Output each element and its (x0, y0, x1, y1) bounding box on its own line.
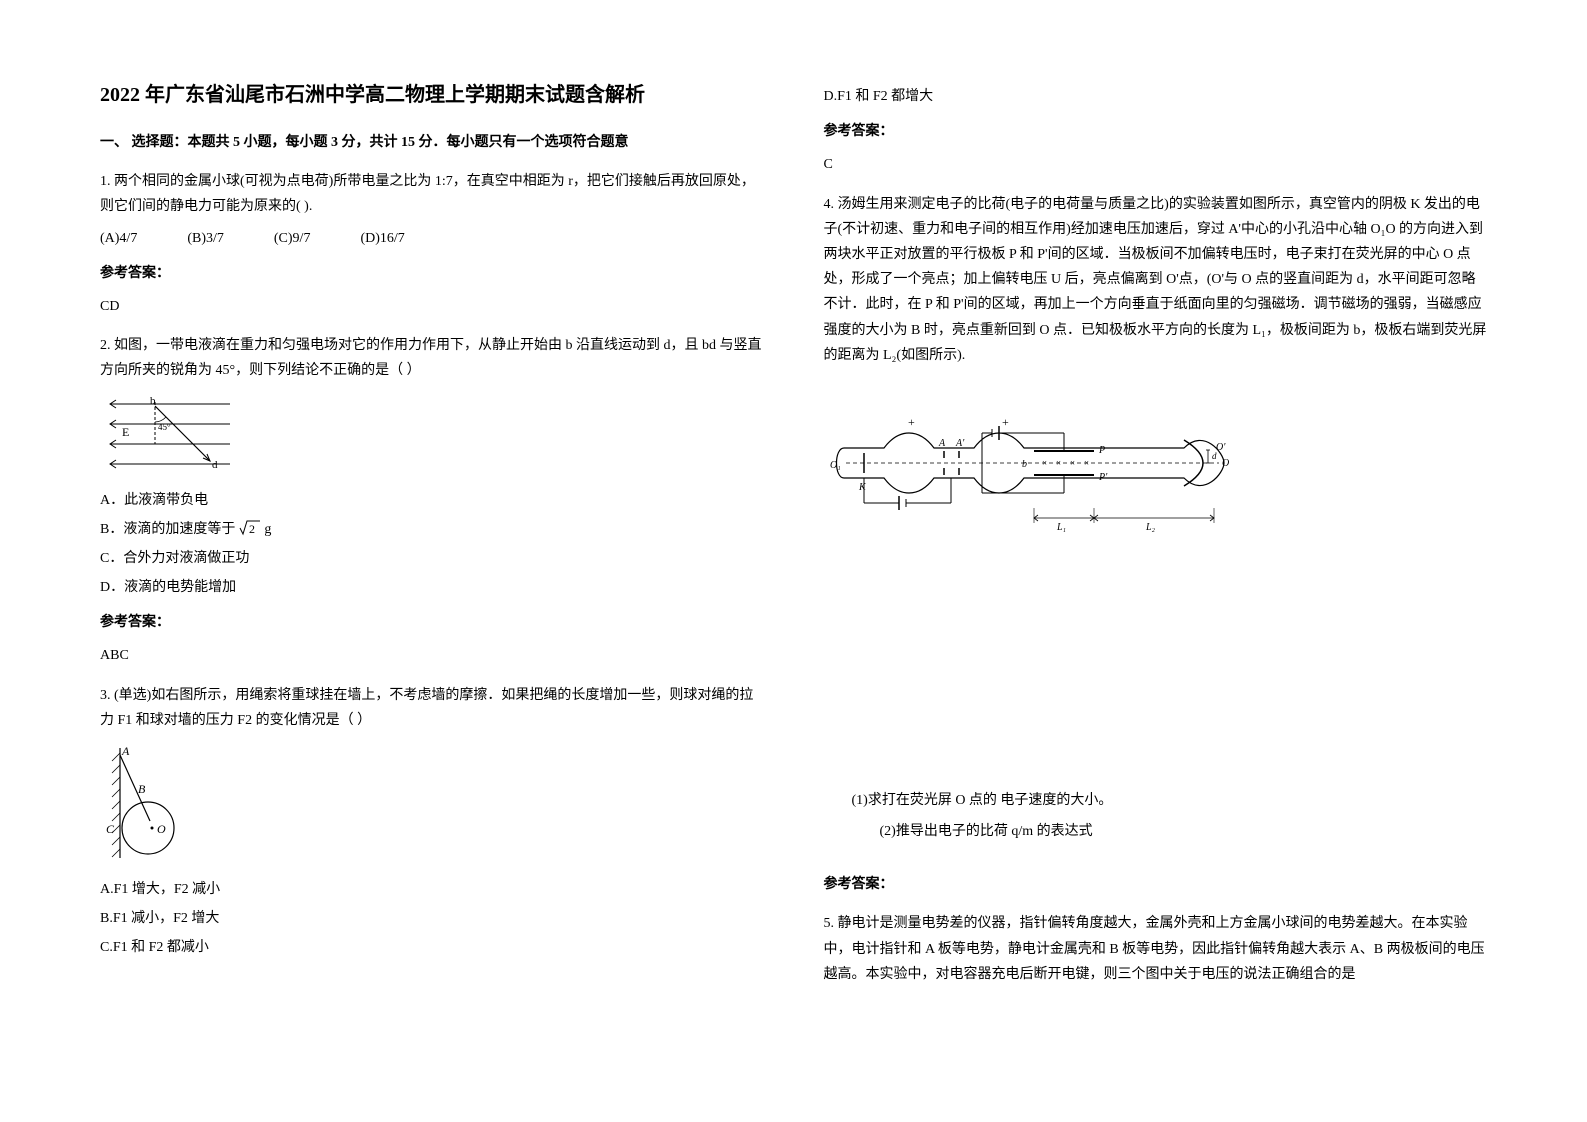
svg-text:2: 2 (249, 522, 255, 536)
q4-fig-K: K (858, 482, 867, 493)
sqrt2-icon: 2 (239, 518, 261, 536)
q4-fig-Op: O' (1216, 442, 1226, 453)
q3-stem: 3. (单选)如右图所示，用绳索将重球挂在墙上，不考虑墙的摩擦．如果把绳的长度增… (100, 683, 764, 733)
q3-fig-B-label: B (138, 782, 146, 796)
q4-fig-d: d (1212, 451, 1217, 461)
q2-opt-b: B．液滴的加速度等于 2 g (100, 517, 764, 542)
q4-fig-b: b (1022, 459, 1027, 470)
q2-fig-45-label: 45° (158, 422, 171, 432)
question-3: 3. (单选)如右图所示，用绳索将重球挂在墙上，不考虑墙的摩擦．如果把绳的长度增… (100, 683, 764, 961)
q3-opt-b: B.F1 减小，F2 增大 (100, 906, 764, 931)
q2-opt-c: C．合外力对液滴做正功 (100, 546, 764, 571)
q1-opt-c: (C)9/7 (274, 226, 311, 251)
q3-opt-c: C.F1 和 F2 都减小 (100, 935, 764, 960)
plus-icon: + (908, 415, 915, 429)
q3-figure: A B C O (100, 743, 764, 863)
section-1-heading: 一、 选择题：本题共 5 小题，每小题 3 分，共计 15 分．每小题只有一个选… (100, 130, 764, 155)
q4-fig-Ap: A' (955, 438, 965, 449)
q4-fig-P: P (1098, 445, 1105, 456)
q4-fig-O: O (1222, 458, 1229, 469)
q4-fig-L1: L₁ (1056, 522, 1066, 533)
question-5: 5. 静电计是测量电势差的仪器，指针偏转角度越大，金属外壳和上方金属小球间的电势… (824, 911, 1488, 987)
question-4: 4. 汤姆生用来测定电子的比荷(电子的电荷量与质量之比)的实验装置如图所示，真空… (824, 192, 1488, 898)
q4-fig-Pp: P' (1098, 472, 1108, 483)
q3-fig-O-label: O (157, 822, 166, 836)
plus-icon: + (1002, 415, 1009, 429)
q4-figure: K O₁ A A' P P' (824, 378, 1488, 548)
q4-stem: 4. 汤姆生用来测定电子的比荷(电子的电荷量与质量之比)的实验装置如图所示，真空… (824, 192, 1488, 368)
question-2: 2. 如图，一带电液滴在重力和匀强电场对它的作用力作用下，从静止开始由 b 沿直… (100, 333, 764, 669)
q1-opt-b: (B)3/7 (187, 226, 224, 251)
q4-answer-label: 参考答案： (824, 872, 1488, 897)
q5-stem: 5. 静电计是测量电势差的仪器，指针偏转角度越大，金属外壳和上方金属小球间的电势… (824, 911, 1488, 987)
q4-sub2: (2)推导出电子的比荷 q/m 的表达式 (824, 819, 1488, 844)
q3-opt-a: A.F1 增大，F2 减小 (100, 877, 764, 902)
q1-options: (A)4/7 (B)3/7 (C)9/7 (D)16/7 (100, 226, 764, 251)
q2-figure: 45° b d E (100, 394, 764, 474)
q4-fig-A: A (938, 438, 946, 449)
q2-fig-b-label: b (150, 395, 156, 407)
q2-opt-b-suffix: g (264, 522, 271, 537)
page-title: 2022 年广东省汕尾市石洲中学高二物理上学期期末试题含解析 (100, 80, 764, 110)
q1-stem: 1. 两个相同的金属小球(可视为点电荷)所带电量之比为 1:7，在真空中相距为 … (100, 169, 764, 219)
q2-fig-d-label: d (212, 459, 218, 471)
q4-sub1: (1)求打在荧光屏 O 点的 电子速度的大小。 (824, 788, 1488, 813)
question-1: 1. 两个相同的金属小球(可视为点电荷)所带电量之比为 1:7，在真空中相距为 … (100, 169, 764, 319)
q2-opt-a: A．此液滴带负电 (100, 488, 764, 513)
q3-opt-d: D.F1 和 F2 都增大 (824, 84, 1488, 109)
q1-opt-a: (A)4/7 (100, 226, 137, 251)
right-column: D.F1 和 F2 都增大 参考答案： C 4. 汤姆生用来测定电子的比荷(电子… (824, 80, 1488, 1082)
q2-answer: ABC (100, 643, 764, 668)
q2-fig-E-label: E (122, 425, 129, 439)
q3-fig-C-label: C (106, 822, 115, 836)
q1-answer-label: 参考答案： (100, 261, 764, 286)
q4-fig-O1: O₁ (830, 460, 841, 471)
q1-answer: CD (100, 294, 764, 319)
q2-opt-d: D．液滴的电势能增加 (100, 575, 764, 600)
q4-fig-L2: L₂ (1145, 522, 1156, 533)
q2-opt-b-prefix: B．液滴的加速度等于 (100, 522, 235, 537)
left-column: 2022 年广东省汕尾市石洲中学高二物理上学期期末试题含解析 一、 选择题：本题… (100, 80, 764, 1082)
q3-answer-label: 参考答案： (824, 119, 1488, 144)
q1-opt-d: (D)16/7 (360, 226, 404, 251)
q2-stem: 2. 如图，一带电液滴在重力和匀强电场对它的作用力作用下，从静止开始由 b 沿直… (100, 333, 764, 383)
q3-fig-A-label: A (121, 744, 130, 758)
q3-answer: C (824, 152, 1488, 177)
q2-answer-label: 参考答案： (100, 610, 764, 635)
